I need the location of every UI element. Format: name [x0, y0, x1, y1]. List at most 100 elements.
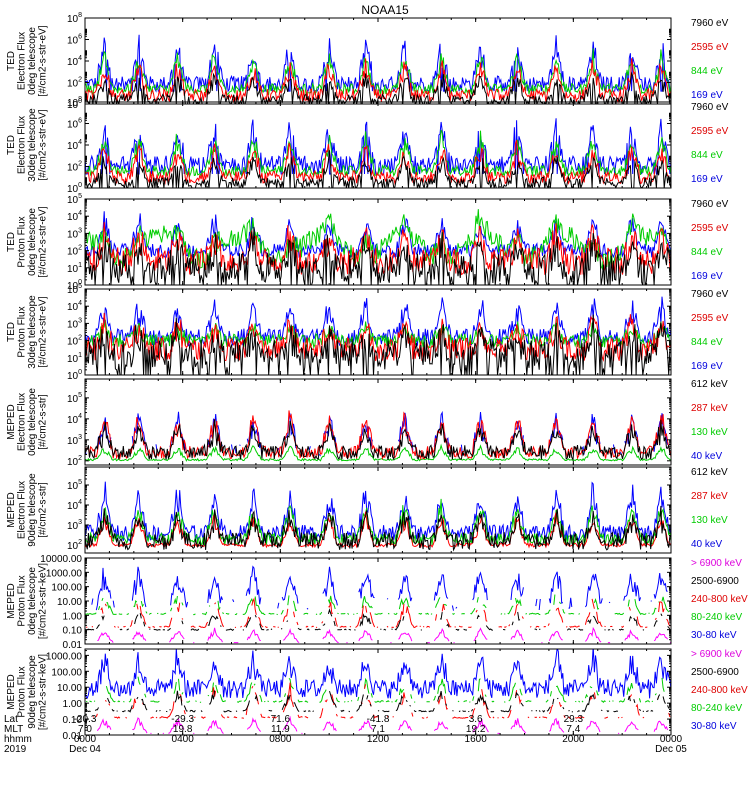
series-line	[85, 505, 671, 552]
panel-data	[85, 481, 671, 552]
y-tick-label: 102	[67, 245, 82, 258]
y-tick-label: 100.00	[51, 667, 82, 678]
legend-entry: 2500-6900	[691, 667, 739, 678]
series-line	[85, 498, 671, 547]
y-tick-label: 100.00	[51, 583, 82, 594]
x-tick-label: 3.6	[469, 714, 483, 725]
legend-entry: 2500-6900	[691, 576, 739, 587]
series-line	[85, 34, 671, 93]
series-line	[96, 715, 669, 734]
panel-data	[85, 567, 671, 644]
legend-entry: 40 keV	[691, 451, 722, 462]
x-row-label: MLT	[4, 724, 23, 735]
y-axis-label: TED	[6, 135, 17, 155]
y-axis-label: [#/cm2-s-str-eV]	[38, 206, 49, 277]
series-line	[85, 209, 671, 271]
legend-entry: 287 keV	[691, 491, 728, 502]
y-tick-label: 10.00	[57, 683, 82, 694]
y-tick-label: 104	[67, 139, 82, 152]
y-tick-label: 108	[67, 12, 82, 25]
y-tick-label: 0.01	[63, 731, 83, 742]
y-tick-label: 100	[67, 98, 82, 111]
y-tick-label: 102	[67, 161, 82, 174]
legend-entry: 844 eV	[691, 66, 723, 77]
x-tick-label: -41.8	[367, 714, 390, 725]
x-tick-label: 0800	[269, 734, 292, 745]
y-axis-label: 90deg telescope	[27, 473, 38, 547]
legend-entry: 169 eV	[691, 361, 723, 372]
y-axis-label: 90deg telescope	[27, 655, 38, 729]
x-tick-label: 0000	[74, 734, 97, 745]
y-tick-label: 102	[67, 77, 82, 90]
y-tick-label: 104	[67, 499, 82, 512]
x-row-label: 2019	[4, 744, 27, 755]
y-tick-label: 0.10	[63, 715, 83, 726]
legend-entry: 80-240 keV	[691, 703, 742, 714]
y-tick-label: 0.01	[63, 640, 83, 651]
y-tick-label: 106	[67, 118, 82, 131]
y-axis-label: TED	[6, 232, 17, 252]
y-axis-label: Proton Flux	[17, 575, 28, 626]
y-axis-label: [#/cm2-s-str]	[38, 394, 49, 450]
legend-entry: 2595 eV	[691, 223, 729, 234]
y-tick-label: 102	[67, 539, 82, 552]
y-axis-label: [#/cm2-s-str-eV]	[38, 296, 49, 367]
y-tick-label: 100	[67, 279, 82, 292]
y-tick-label: 105	[67, 479, 82, 492]
legend-entry: 130 keV	[691, 515, 728, 526]
series-line	[85, 410, 671, 461]
y-tick-label: 102	[67, 455, 82, 468]
x-row-label: Lat	[4, 714, 18, 725]
panel-meped-proton-90deg: 0.01 0.10 1.00 10.00 100.00 1000.00 MEPED Proto…	[6, 648, 748, 742]
y-tick-label: 1000.00	[46, 651, 83, 662]
y-axis-label: 0deg telescope	[27, 208, 38, 276]
y-axis-label: MEPED	[6, 583, 17, 619]
x-tick-label: 0000	[660, 734, 683, 745]
x-tick-label: -20.3	[74, 714, 97, 725]
series-line	[85, 649, 671, 699]
y-axis-label: 30deg telescope	[27, 295, 38, 369]
y-axis-label: MEPED	[6, 404, 17, 440]
y-axis-label: TED	[6, 51, 17, 71]
y-tick-label: 100	[67, 369, 82, 382]
y-axis-label: Electron Flux	[17, 393, 28, 451]
series-line	[85, 608, 671, 632]
y-tick-label: 105	[67, 392, 82, 405]
series-line	[85, 594, 670, 616]
legend-entry: > 6900 keV	[691, 649, 742, 660]
y-tick-label: 10.00	[57, 597, 82, 608]
legend-entry: 612 keV	[691, 379, 728, 390]
panel-data	[85, 209, 671, 285]
y-tick-label: 104	[67, 413, 82, 426]
series-line	[85, 419, 671, 462]
y-tick-label: 102	[67, 335, 82, 348]
series-line	[92, 567, 671, 611]
legend-entry: > 6900 keV	[691, 558, 742, 569]
y-tick-label: 105	[67, 283, 82, 296]
series-line	[97, 626, 671, 644]
legend-entry: 844 eV	[691, 150, 723, 161]
x-tick-label: 19.8	[173, 724, 193, 735]
legend-entry: 169 eV	[691, 174, 723, 185]
y-axis-label: Proton Flux	[17, 666, 28, 717]
y-axis-label: Electron Flux	[17, 481, 28, 539]
y-axis-label: TED	[6, 322, 17, 342]
legend-entry: 169 eV	[691, 271, 723, 282]
legend-entry: 844 eV	[691, 337, 723, 348]
x-tick-label: 0400	[172, 734, 195, 745]
y-tick-label: 101	[67, 262, 82, 275]
legend-entry: 2595 eV	[691, 42, 729, 53]
legend-entry: 7960 eV	[691, 199, 729, 210]
x-tick-label: 1200	[367, 734, 390, 745]
series-line	[85, 139, 671, 186]
y-tick-label: 103	[67, 519, 82, 532]
y-axis-label: 0deg telescope	[27, 388, 38, 456]
legend-entry: 7960 eV	[691, 102, 729, 113]
y-tick-label: 104	[67, 55, 82, 68]
y-tick-label: 103	[67, 227, 82, 240]
y-tick-label: 104	[67, 300, 82, 313]
y-tick-label: 100	[67, 182, 82, 195]
